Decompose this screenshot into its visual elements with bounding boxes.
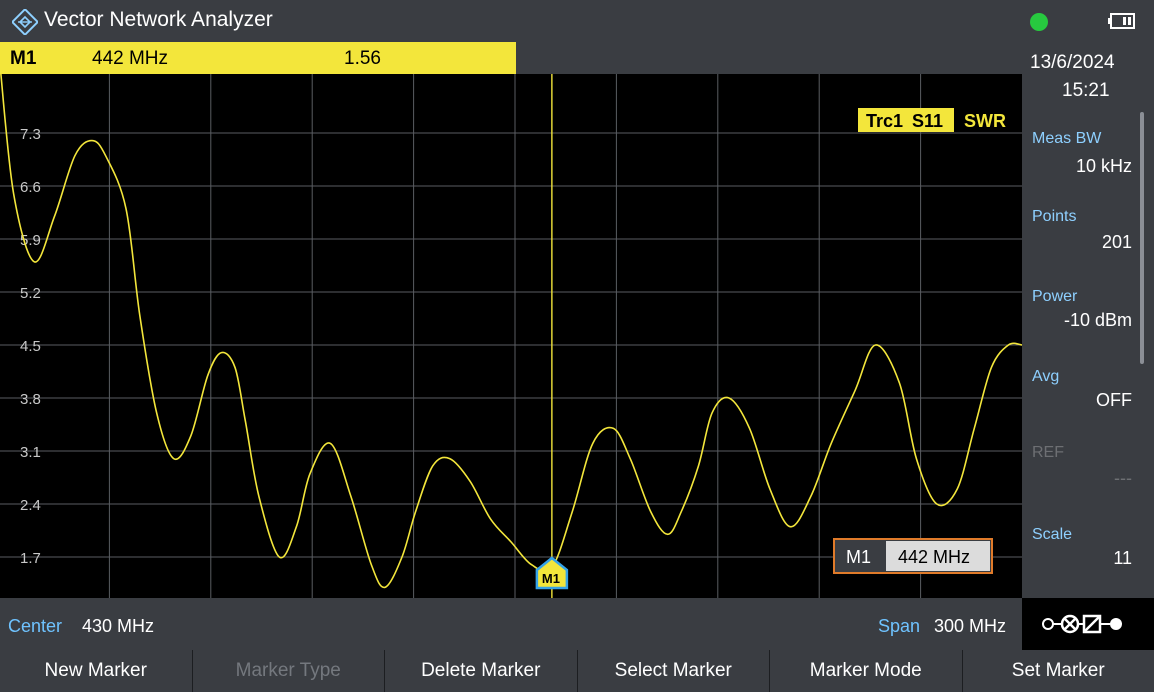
avg-value[interactable]: OFF bbox=[1096, 390, 1132, 410]
softkey-select-marker[interactable]: Select Marker bbox=[576, 650, 770, 692]
marker-tag-label: M1 bbox=[542, 571, 560, 586]
rohde-schwarz-logo-icon bbox=[12, 9, 38, 35]
ref-label: REF bbox=[1032, 444, 1064, 461]
plot-grid bbox=[0, 74, 1022, 598]
side-panel bbox=[1022, 42, 1154, 602]
y-tick-label: 1.7 bbox=[20, 550, 41, 567]
app-title: Vector Network Analyzer bbox=[44, 8, 273, 31]
trace-name-label: Trc1 bbox=[866, 111, 903, 131]
marker-readout-value: 1.56 bbox=[344, 48, 381, 69]
marker-bar-background bbox=[516, 42, 1022, 74]
battery-icon bbox=[1108, 13, 1135, 29]
side-panel-scrollbar[interactable] bbox=[1140, 112, 1144, 364]
scale-label[interactable]: Scale bbox=[1032, 526, 1073, 543]
marker-info-frequency: 442 MHz bbox=[898, 547, 970, 567]
center-value[interactable]: 430 MHz bbox=[82, 616, 155, 636]
y-tick-labels: 7.36.65.95.24.53.83.12.41.7 bbox=[20, 126, 41, 567]
y-tick-label: 7.3 bbox=[20, 126, 41, 143]
date-display: 13/6/2024 bbox=[1030, 52, 1115, 73]
points-value[interactable]: 201 bbox=[1101, 232, 1132, 252]
y-tick-label: 3.8 bbox=[20, 391, 41, 408]
trace-format-label: SWR bbox=[964, 111, 1006, 131]
marker-readout-name: M1 bbox=[10, 48, 37, 69]
marker-readout[interactable]: M1 442 MHz 1.56 bbox=[0, 42, 516, 74]
marker-tag-icon bbox=[535, 556, 569, 590]
span-value[interactable]: 300 MHz bbox=[934, 616, 1007, 636]
trace-layer bbox=[0, 74, 1022, 589]
marker-readout-frequency: 442 MHz bbox=[92, 48, 169, 69]
y-tick-label: 2.4 bbox=[20, 497, 41, 514]
softkey-marker-mode[interactable]: Marker Mode bbox=[769, 650, 962, 692]
time-display: 15:21 bbox=[1062, 80, 1110, 101]
marker-layer: M1 bbox=[535, 74, 569, 598]
marker-info-box[interactable]: M1 442 MHz bbox=[833, 538, 993, 574]
title-bar: Vector Network Analyzer bbox=[0, 0, 1154, 42]
ref-value: --- bbox=[1114, 468, 1132, 488]
status-indicator-icon bbox=[1030, 13, 1048, 31]
marker-info-name: M1 bbox=[846, 547, 871, 567]
softkey-bar: New Marker Marker Type Delete Marker Sel… bbox=[0, 650, 1154, 692]
trace-legend-background bbox=[858, 108, 954, 132]
softkey-set-marker[interactable]: Set Marker bbox=[961, 650, 1154, 692]
meas-bw-label[interactable]: Meas BW bbox=[1032, 130, 1102, 147]
y-tick-label: 3.1 bbox=[20, 444, 41, 461]
softkey-delete-marker[interactable]: Delete Marker bbox=[384, 650, 577, 692]
points-label[interactable]: Points bbox=[1032, 208, 1077, 225]
port-connection-icon bbox=[1042, 614, 1122, 634]
trace-line bbox=[0, 74, 1022, 589]
span-label[interactable]: Span bbox=[878, 616, 921, 636]
trace-param-label: S11 bbox=[912, 111, 943, 131]
frequency-bar bbox=[0, 598, 1022, 650]
y-tick-label: 4.5 bbox=[20, 338, 41, 355]
y-tick-label: 5.2 bbox=[20, 285, 41, 302]
meas-bw-value[interactable]: 10 kHz bbox=[1075, 156, 1132, 176]
center-label[interactable]: Center bbox=[8, 616, 63, 636]
scale-value[interactable]: 11 bbox=[1113, 548, 1132, 568]
trace-legend[interactable]: Trc1 S11 SWR bbox=[858, 108, 1006, 132]
power-label[interactable]: Power bbox=[1032, 288, 1078, 305]
y-tick-label: 6.6 bbox=[20, 179, 41, 196]
avg-label[interactable]: Avg bbox=[1032, 368, 1060, 385]
marker-info-value-bg bbox=[886, 541, 990, 571]
power-value[interactable]: -10 dBm bbox=[1063, 310, 1132, 330]
softkey-marker-type: Marker Type bbox=[191, 650, 385, 692]
softkey-new-marker[interactable]: New Marker bbox=[44, 660, 147, 681]
swr-plot[interactable]: 7.36.65.95.24.53.83.12.41.7 M1 Trc1 S11 … bbox=[0, 74, 1022, 598]
